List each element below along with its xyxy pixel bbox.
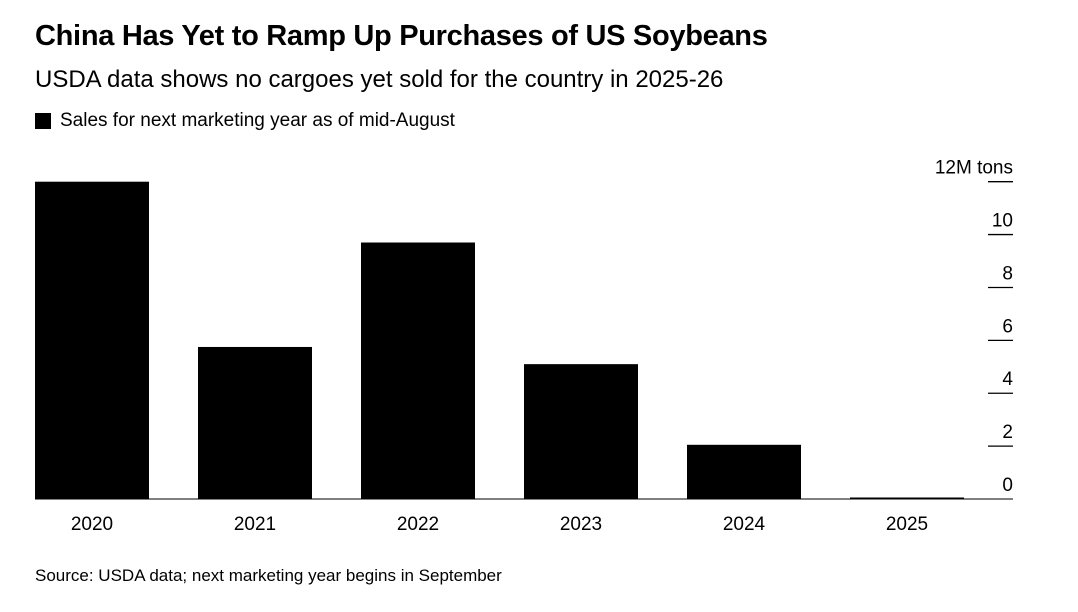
bar-2023	[524, 364, 638, 499]
y-tick-label: 12M tons	[935, 158, 1013, 179]
bar-2021	[198, 346, 312, 499]
x-tick-label: 2024	[723, 514, 766, 535]
x-tick-label: 2021	[234, 514, 276, 535]
source-note: Source: USDA data; next marketing year b…	[35, 566, 502, 585]
y-tick-label: 4	[1002, 369, 1013, 390]
y-tick-label: 8	[1002, 263, 1013, 284]
legend-label: Sales for next marketing year as of mid-…	[60, 110, 455, 131]
bar-2022	[361, 242, 475, 499]
bar-2024	[687, 444, 801, 499]
chart-subtitle: USDA data shows no cargoes yet sold for …	[35, 66, 724, 93]
y-tick-label: 0	[1002, 475, 1013, 496]
x-tick-label: 2022	[397, 514, 439, 535]
x-tick-label: 2025	[886, 514, 928, 535]
y-tick-label: 2	[1002, 422, 1013, 443]
y-tick-label: 10	[992, 211, 1013, 232]
y-tick-label: 6	[1002, 316, 1013, 337]
x-tick-label: 2023	[560, 514, 602, 535]
bar-2020	[35, 181, 149, 499]
legend-swatch	[35, 113, 51, 129]
chart-title: China Has Yet to Ramp Up Purchases of US…	[35, 20, 768, 52]
x-tick-label: 2020	[71, 514, 113, 535]
legend: Sales for next marketing year as of mid-…	[35, 110, 455, 132]
